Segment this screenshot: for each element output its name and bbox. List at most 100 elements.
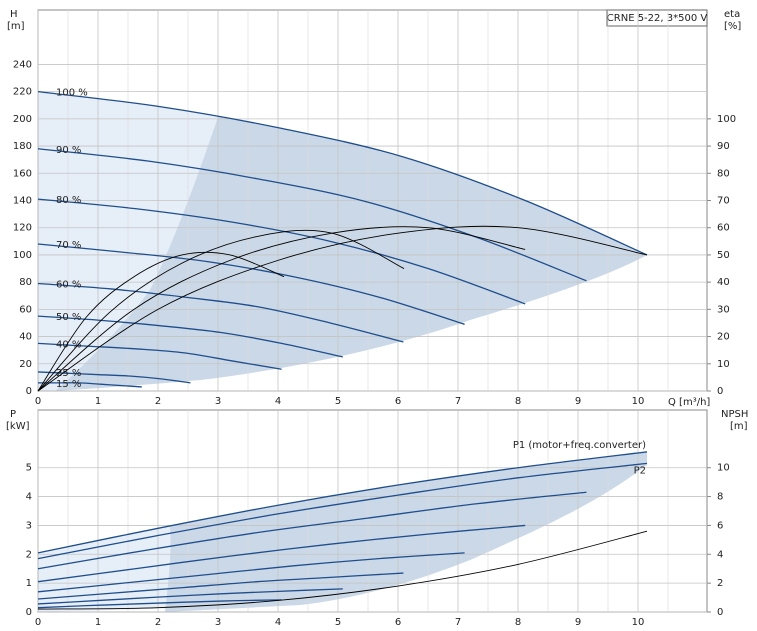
secondary-curve <box>37 225 648 392</box>
dark-range <box>165 451 647 612</box>
y2-tick-label: 100 <box>717 114 736 125</box>
curve-label: P1 (motor+freq.converter) <box>513 440 646 451</box>
y2-tick-label: 10 <box>717 463 730 474</box>
y-tick-label: 80 <box>19 277 32 288</box>
y-axis-unit: [kW] <box>6 421 30 432</box>
y-tick-label: 40 <box>19 332 32 343</box>
y2-tick-label: 90 <box>717 141 730 152</box>
curve <box>37 524 526 583</box>
y-tick-label: 160 <box>13 168 32 179</box>
y2-tick-label: 10 <box>717 359 730 370</box>
curve <box>37 588 343 605</box>
y2-tick-label: 6 <box>717 520 723 531</box>
x-tick-label: 6 <box>395 396 401 407</box>
curve <box>37 462 648 560</box>
curve <box>37 451 648 554</box>
x-tick-label: 3 <box>215 617 221 627</box>
curve <box>37 491 587 570</box>
title-box <box>606 9 708 27</box>
y-tick-label: 140 <box>13 196 32 207</box>
y2-tick-label: 80 <box>717 168 730 179</box>
y2-axis-label: NPSH <box>721 409 748 420</box>
x-tick-label: 4 <box>275 396 281 407</box>
curve <box>37 282 404 343</box>
y2-tick-label: 40 <box>717 277 730 288</box>
y-tick-label: 180 <box>13 141 32 152</box>
x-tick-label: 8 <box>515 617 521 627</box>
y-tick-label: 200 <box>13 114 32 125</box>
x-tick-label: 3 <box>215 396 221 407</box>
curve <box>37 572 404 600</box>
curve-label: 70 % <box>56 240 81 251</box>
secondary-curve <box>37 530 648 610</box>
y-tick-label: 5 <box>26 463 32 474</box>
x-tick-label: 5 <box>335 617 341 627</box>
x-tick-label: 8 <box>515 396 521 407</box>
curve-label: 25 % <box>56 368 81 379</box>
y2-tick-label: 4 <box>717 549 723 560</box>
secondary-curve <box>37 251 285 392</box>
x-tick-label: 0 <box>35 617 41 627</box>
x-tick-label: 1 <box>95 617 101 627</box>
curve <box>37 198 526 305</box>
y2-tick-label: 20 <box>717 332 730 343</box>
y2-axis-label: eta <box>724 9 740 20</box>
curve <box>37 552 465 593</box>
secondary-curve <box>37 229 405 392</box>
y2-axis-unit: [%] <box>724 21 741 32</box>
curve-label: 90 % <box>56 145 81 156</box>
x-tick-label: 0 <box>35 396 41 407</box>
y2-tick-label: 30 <box>717 304 730 315</box>
x-tick-label: 2 <box>155 617 161 627</box>
x-tick-label: 2 <box>155 396 161 407</box>
y-tick-label: 100 <box>13 250 32 261</box>
curve <box>37 371 191 384</box>
y-tick-label: 3 <box>26 520 32 531</box>
y2-tick-label: 8 <box>717 492 723 503</box>
curve <box>37 599 282 609</box>
x-tick-label: 6 <box>395 617 401 627</box>
secondary-curve <box>37 226 526 392</box>
y2-tick-label: 0 <box>717 607 723 618</box>
x-tick-label: 7 <box>455 617 461 627</box>
curve <box>37 243 465 325</box>
y-tick-label: 0 <box>26 386 32 397</box>
y2-tick-label: 0 <box>717 386 723 397</box>
y2-tick-label: 2 <box>717 578 723 589</box>
chart-title: CRNE 5-22, 3*500 V <box>607 13 708 24</box>
curve <box>37 382 142 388</box>
y-tick-label: 240 <box>13 59 32 70</box>
curve-label: 80 % <box>56 195 81 206</box>
curve-label: 15 % <box>56 379 81 390</box>
y-tick-label: 2 <box>26 549 32 560</box>
y2-tick-label: 50 <box>717 250 730 261</box>
curve-label: 60 % <box>56 280 81 291</box>
y-tick-label: 1 <box>26 578 32 589</box>
y-tick-label: 60 <box>19 304 32 315</box>
x-tick-label: 9 <box>575 617 581 627</box>
y-tick-label: 220 <box>13 87 32 98</box>
y2-axis-unit: [m] <box>730 421 748 432</box>
curve <box>37 342 282 370</box>
y-axis-label: H <box>10 9 18 20</box>
y-tick-label: 20 <box>19 359 32 370</box>
curve <box>37 315 343 358</box>
curve-label: 100 % <box>56 88 88 99</box>
y-axis-label: P <box>10 409 16 420</box>
y-tick-label: 4 <box>26 492 32 503</box>
y-tick-label: 0 <box>26 607 32 618</box>
x-axis-label: Q [m³/h] <box>668 397 710 408</box>
y2-tick-label: 60 <box>717 223 730 234</box>
x-tick-label: 1 <box>95 396 101 407</box>
curve-label: 50 % <box>56 312 81 323</box>
curve <box>37 148 587 282</box>
x-tick-label: 5 <box>335 396 341 407</box>
x-tick-label: 4 <box>275 617 281 627</box>
x-tick-label: 10 <box>632 617 645 627</box>
x-tick-label: 7 <box>455 396 461 407</box>
y2-tick-label: 70 <box>717 196 730 207</box>
y-tick-label: 120 <box>13 223 32 234</box>
curve <box>37 90 648 256</box>
